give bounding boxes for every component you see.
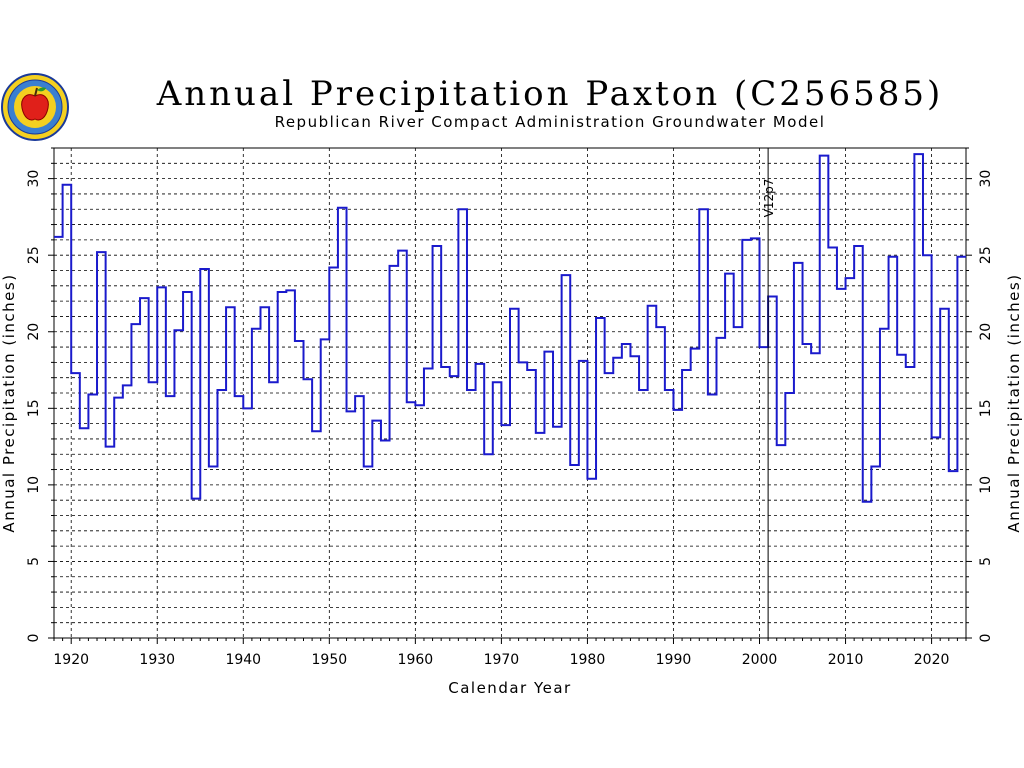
x-axis-label: Calendar Year — [448, 679, 571, 697]
x-tick-label: 2020 — [914, 652, 950, 668]
y-tick-label-right: 30 — [978, 170, 994, 188]
y-tick-label-right: 0 — [978, 634, 994, 643]
y-tick-label-right: 5 — [978, 557, 994, 566]
y-axis-label-left: Annual Precipitation (inches) — [0, 273, 18, 532]
y-tick-label-left: 30 — [26, 170, 42, 188]
x-tick-label: 1930 — [139, 652, 175, 668]
y-tick-label-right: 10 — [978, 476, 994, 494]
rrca-logo-icon — [1, 73, 69, 141]
x-tick-label: 2010 — [828, 652, 864, 668]
y-tick-label-left: 10 — [26, 476, 42, 494]
y-tick-label-right: 25 — [978, 246, 994, 264]
x-tick-label: 1970 — [484, 652, 520, 668]
y-tick-label-left: 15 — [26, 399, 42, 417]
x-tick-label: 2000 — [742, 652, 778, 668]
y-tick-label-right: 20 — [978, 323, 994, 341]
x-tick-label: 1960 — [398, 652, 434, 668]
x-tick-label: 1950 — [312, 652, 348, 668]
y-axis-label-right: Annual Precipitation (inches) — [1005, 273, 1023, 532]
y-tick-label-left: 20 — [26, 323, 42, 341]
y-tick-label-left: 0 — [26, 634, 42, 643]
chart-subtitle: Republican River Compact Administration … — [274, 113, 826, 131]
x-tick-label: 1920 — [53, 652, 89, 668]
precipitation-series-line — [54, 153, 966, 503]
y-tick-label-left: 25 — [26, 246, 42, 264]
y-tick-label-right: 15 — [978, 399, 994, 417]
y-tick-label-left: 5 — [26, 557, 42, 566]
axis-tick-labels: 1920 1930 1940 1950 1960 1970 1980 1990 2000 2010… — [26, 170, 994, 668]
x-tick-label: 1980 — [570, 652, 606, 668]
axis-ticks — [48, 147, 972, 644]
x-tick-label: 1990 — [656, 652, 692, 668]
chart-title: Annual Precipitation Paxton (C256585) — [156, 74, 944, 114]
x-tick-label: 1940 — [225, 652, 261, 668]
annotation-label: V12p7 — [762, 179, 776, 218]
annotation: V12p7 — [762, 148, 776, 638]
